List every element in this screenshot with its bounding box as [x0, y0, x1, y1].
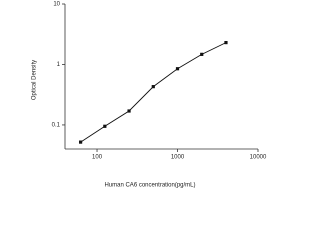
- y-tick-label: 0.1: [52, 123, 61, 129]
- point: [78, 140, 83, 144]
- page: {"chart_data": {"type": "scatter", "line…: [31, 1, 268, 189]
- point: [200, 52, 204, 56]
- x-tick-label: 1000: [171, 155, 185, 161]
- y-tick-label: 10: [53, 2, 60, 8]
- point: [103, 124, 107, 128]
- chart: Human CA6 concentration(pg/mL) Optical D…: [32, 2, 267, 189]
- x-axis-label: Human CA6 concentration(pg/mL): [104, 183, 195, 189]
- x-tick-label: 10000: [250, 155, 267, 161]
- x-tick-label: 100: [92, 155, 103, 161]
- y-tick-label: 1: [57, 62, 61, 68]
- y-axis-label: Optical Density: [32, 60, 38, 100]
- point: [127, 109, 131, 113]
- point: [175, 67, 180, 71]
- point: [224, 40, 228, 45]
- fit-line: [80, 42, 227, 143]
- point: [151, 85, 155, 89]
